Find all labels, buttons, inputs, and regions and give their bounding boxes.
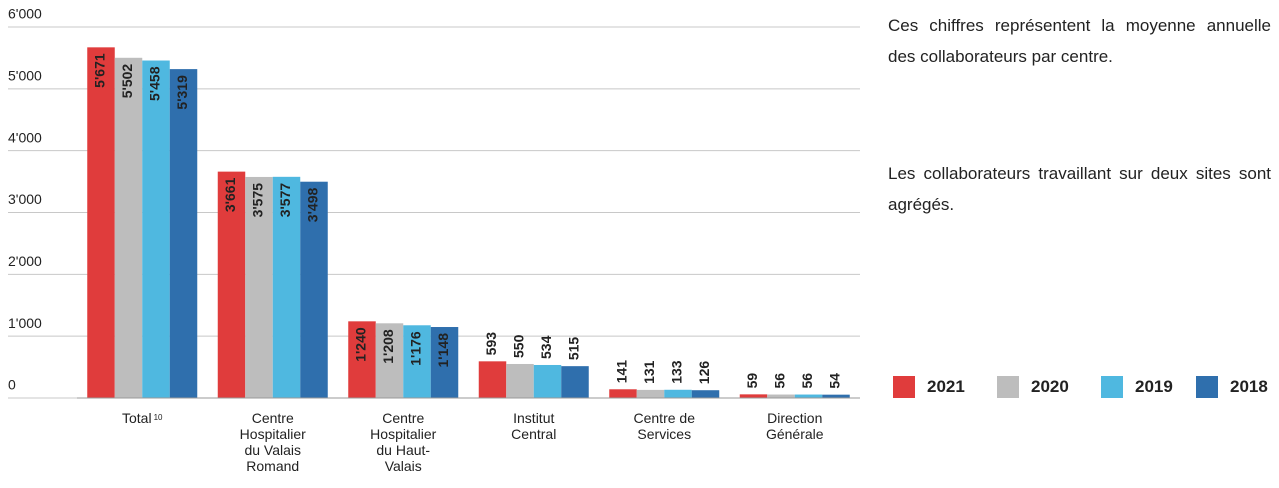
bar bbox=[348, 321, 376, 398]
chart: 0 1'000 2'000 3'000 4'000 5'000 6'000 5'671 5'50… bbox=[8, 6, 860, 399]
bar bbox=[822, 394, 850, 398]
value-label: 1'176 bbox=[408, 331, 424, 366]
x-tick-label: Total 10 bbox=[100, 410, 184, 426]
bar bbox=[794, 394, 823, 398]
bar bbox=[506, 363, 534, 398]
bar bbox=[767, 394, 795, 398]
value-label: 534 bbox=[538, 335, 554, 359]
bar bbox=[142, 60, 170, 398]
value-label: 54 bbox=[827, 373, 843, 389]
bar bbox=[691, 390, 720, 398]
legend-label: 2021 bbox=[927, 377, 965, 396]
bar bbox=[609, 389, 637, 398]
bar bbox=[533, 364, 562, 398]
bar bbox=[217, 171, 246, 398]
bar bbox=[300, 181, 328, 398]
bar bbox=[375, 323, 404, 398]
value-label: 59 bbox=[744, 373, 760, 389]
legend-swatch bbox=[893, 376, 915, 398]
legend-swatch bbox=[1101, 376, 1123, 398]
bar bbox=[664, 389, 692, 398]
y-tick-label: 6'000 bbox=[8, 6, 42, 22]
y-tick-label: 0 bbox=[8, 377, 16, 393]
bar bbox=[636, 389, 665, 398]
bar bbox=[245, 176, 273, 398]
value-label: 1'148 bbox=[435, 333, 451, 368]
footnote-mark: 10 bbox=[153, 413, 163, 422]
bar bbox=[430, 327, 459, 398]
value-label: 3'661 bbox=[222, 177, 238, 212]
bar bbox=[169, 69, 198, 399]
category-name: Institut Central bbox=[511, 410, 557, 442]
note: Les collaborateurs travaillant sur deux … bbox=[888, 164, 1271, 214]
note: Ces chiffres représentent la moyenne ann… bbox=[888, 16, 1271, 66]
x-tick-label: Institut Central bbox=[492, 410, 576, 442]
x-tick-label: Centre Hospitalier du Valais Romand bbox=[231, 410, 315, 474]
value-label: 550 bbox=[511, 334, 527, 358]
value-label: 133 bbox=[669, 360, 685, 384]
legend-swatch bbox=[997, 376, 1019, 398]
value-label: 515 bbox=[566, 337, 582, 361]
value-label: 56 bbox=[772, 373, 788, 389]
y-tick-label: 2'000 bbox=[8, 253, 42, 269]
bar bbox=[561, 366, 589, 398]
value-label: 5'458 bbox=[147, 66, 163, 101]
legend-label: 2019 bbox=[1135, 377, 1173, 396]
legend-label: 2020 bbox=[1031, 377, 1069, 396]
value-label: 1'240 bbox=[353, 327, 369, 362]
bar bbox=[403, 325, 431, 398]
bar bbox=[478, 361, 507, 398]
legend-swatch bbox=[1196, 376, 1218, 398]
y-tick-label: 5'000 bbox=[8, 68, 42, 84]
legend-item: 2021 bbox=[893, 376, 965, 398]
category-name: Centre Hospitalier du Haut-Valais bbox=[370, 410, 437, 474]
bar bbox=[114, 57, 143, 398]
value-label: 3'498 bbox=[305, 188, 321, 223]
category-name: Direction Générale bbox=[765, 410, 824, 442]
value-label: 5'502 bbox=[119, 64, 135, 99]
y-tick-label: 1'000 bbox=[8, 315, 42, 331]
bar bbox=[739, 394, 768, 398]
value-label: 5'671 bbox=[92, 53, 108, 88]
y-tick-label: 3'000 bbox=[8, 191, 42, 207]
legend-item: 2019 bbox=[1101, 376, 1173, 398]
value-label: 5'319 bbox=[174, 75, 190, 110]
x-tick-label: Centre de Services bbox=[622, 410, 706, 442]
x-tick-label: Centre Hospitalier du Haut-Valais bbox=[361, 410, 445, 474]
value-label: 126 bbox=[696, 361, 712, 385]
value-label: 1'208 bbox=[380, 329, 396, 364]
value-label: 593 bbox=[483, 332, 499, 356]
value-label: 3'577 bbox=[277, 183, 293, 218]
value-label: 56 bbox=[799, 373, 815, 389]
value-label: 3'575 bbox=[250, 183, 266, 218]
category-name: Total bbox=[122, 410, 152, 426]
legend-label: 2018 bbox=[1230, 377, 1268, 396]
y-tick-label: 4'000 bbox=[8, 129, 42, 145]
legend-item: 2020 bbox=[997, 376, 1069, 398]
value-label: 141 bbox=[614, 360, 630, 384]
bar bbox=[87, 47, 115, 398]
category-name: Centre Hospitalier du Valais Romand bbox=[239, 410, 306, 474]
legend-item: 2018 bbox=[1196, 376, 1268, 398]
value-label: 131 bbox=[641, 360, 657, 384]
category-name: Centre de Services bbox=[633, 410, 695, 442]
x-tick-label: Direction Générale bbox=[753, 410, 837, 442]
bar bbox=[272, 176, 301, 398]
